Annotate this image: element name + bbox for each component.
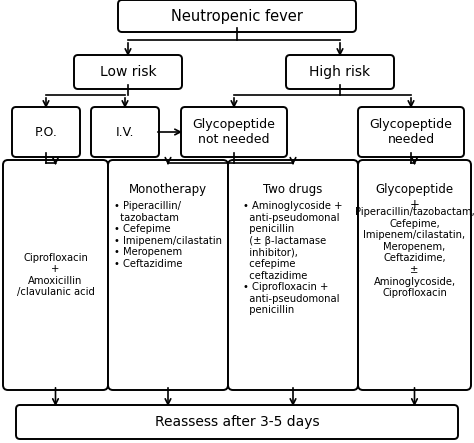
FancyBboxPatch shape [16,405,458,439]
Text: High risk: High risk [310,65,371,79]
FancyBboxPatch shape [108,160,228,390]
Text: Low risk: Low risk [100,65,156,79]
FancyBboxPatch shape [358,160,471,390]
Text: Glycopeptide
needed: Glycopeptide needed [370,118,453,146]
Text: Monotherapy: Monotherapy [129,183,207,196]
FancyBboxPatch shape [74,55,182,89]
Text: Ciprofloxacin
+
Amoxicillin
/clavulanic acid: Ciprofloxacin + Amoxicillin /clavulanic … [17,253,94,297]
Text: • Piperacillin/
  tazobactam
• Cefepime
• Imipenem/cilastatin
• Meropenem
• Ceft: • Piperacillin/ tazobactam • Cefepime • … [114,201,222,269]
FancyBboxPatch shape [91,107,159,157]
FancyBboxPatch shape [286,55,394,89]
FancyBboxPatch shape [181,107,287,157]
FancyBboxPatch shape [118,0,356,32]
Text: Reassess after 3-5 days: Reassess after 3-5 days [155,415,319,429]
FancyBboxPatch shape [358,107,464,157]
Text: Glycopeptide
+: Glycopeptide + [375,183,454,211]
FancyBboxPatch shape [12,107,80,157]
FancyBboxPatch shape [3,160,108,390]
Text: P.O.: P.O. [35,125,57,139]
Text: Glycopeptide
not needed: Glycopeptide not needed [192,118,275,146]
Text: • Aminoglycoside +
  anti-pseudomonal
  penicillin
  (± β-lactamase
  inhibitor): • Aminoglycoside + anti-pseudomonal peni… [243,201,343,315]
Text: Piperacillin/tazobactam,
Cefepime,
Imipenem/cilastatin,
Meropenem,
Ceftazidime,
: Piperacillin/tazobactam, Cefepime, Imipe… [355,207,474,298]
Text: I.V.: I.V. [116,125,134,139]
FancyBboxPatch shape [228,160,358,390]
Text: Two drugs: Two drugs [264,183,323,196]
Text: Neutropenic fever: Neutropenic fever [171,8,303,23]
